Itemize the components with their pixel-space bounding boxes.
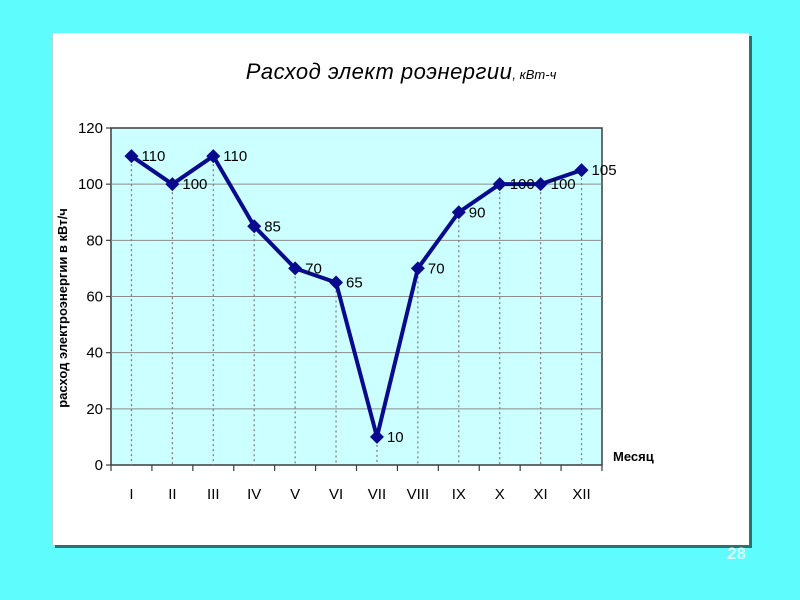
data-point-marker [329, 275, 344, 290]
y-tick-label: 60 [86, 289, 103, 306]
data-label: 90 [469, 204, 486, 221]
x-category-label: XII [572, 486, 590, 503]
x-category-label: V [290, 486, 300, 503]
chart-title-text: Расход элект роэнергии [245, 59, 513, 84]
data-label: 110 [141, 148, 165, 165]
y-axis-title: расход электроэнергии в кВт/ч [55, 208, 70, 408]
data-label: 100 [510, 176, 535, 193]
data-point-marker [451, 205, 466, 220]
y-tick-label: 100 [78, 176, 103, 193]
data-label: 110 [223, 148, 247, 165]
x-category-label: III [207, 486, 220, 503]
data-point-marker [288, 261, 303, 276]
x-axis-title: Месяц [613, 449, 654, 464]
x-category-label: IX [452, 486, 466, 503]
page-number: 28 [727, 544, 746, 563]
data-point-marker [369, 429, 384, 444]
data-label: 85 [264, 218, 281, 235]
data-label: 70 [305, 260, 322, 277]
x-category-label: IV [247, 486, 261, 503]
data-point-marker [574, 163, 589, 178]
x-category-label: VII [368, 486, 386, 503]
content-panel: Расход элект роэнергии, кВт-ч 0 20 40 60 80 1… [52, 33, 749, 545]
data-point-marker [410, 261, 425, 276]
chart-title-units: , кВт-ч [512, 67, 557, 82]
x-category-label: II [168, 486, 176, 503]
data-point-marker [165, 177, 180, 192]
y-tick-label: 40 [86, 345, 103, 362]
y-tick-label: 20 [86, 401, 103, 418]
data-point-marker [206, 149, 221, 164]
data-label: 65 [346, 274, 363, 291]
data-label: 100 [182, 176, 207, 193]
data-label: 10 [387, 429, 404, 446]
x-category-label: XI [534, 486, 548, 503]
x-category-label: I [129, 486, 133, 503]
data-point-marker [124, 149, 139, 164]
data-point-marker [533, 177, 548, 192]
data-point-marker [247, 219, 262, 234]
line-chart: 0 20 40 60 80 100 120 110 100 110 85 70 65 10 70 90 100 1… [55, 120, 654, 503]
data-label: 105 [592, 162, 617, 179]
data-label: 100 [551, 176, 576, 193]
x-category-label: X [495, 486, 505, 503]
data-label: 70 [428, 260, 445, 277]
y-tick-label: 120 [78, 120, 103, 137]
y-tick-label: 0 [95, 457, 103, 474]
y-tick-label: 80 [86, 232, 103, 249]
x-category-label: VIII [407, 486, 430, 503]
data-point-marker [492, 177, 507, 192]
x-category-label: VI [329, 486, 343, 503]
chart-title: Расход элект роэнергии, кВт-ч [53, 59, 749, 85]
